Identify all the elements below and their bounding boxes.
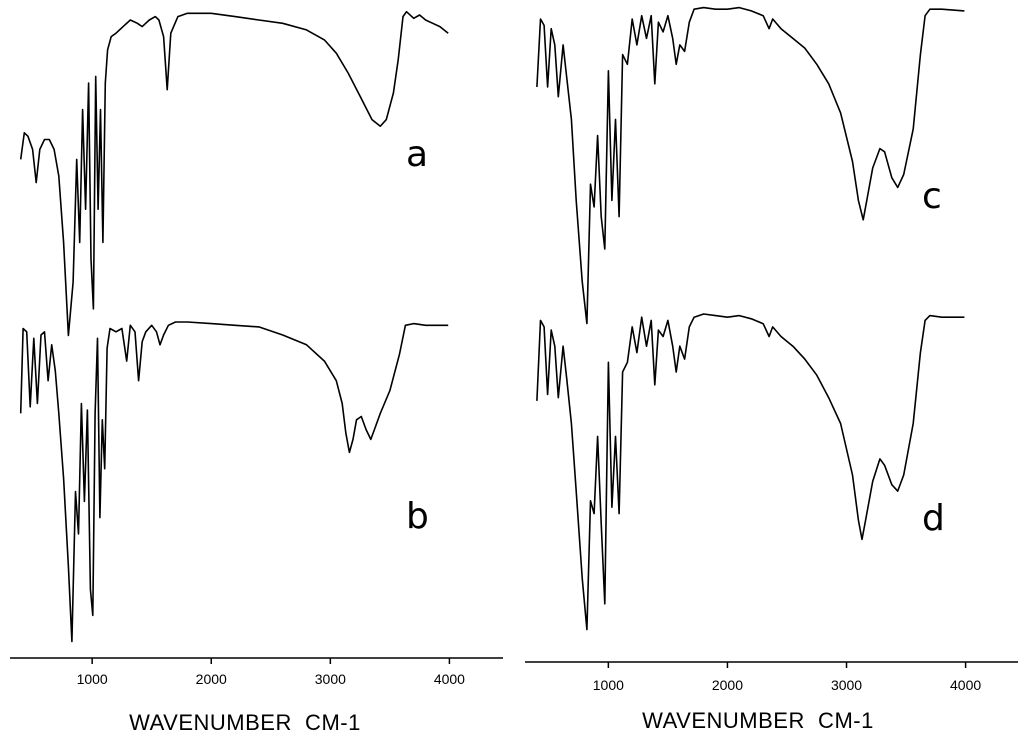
curve-label-d: d xyxy=(922,498,945,539)
spectrum-curve-d xyxy=(536,313,965,631)
spectrum-curve-a xyxy=(19,10,449,337)
left-panel: ab 1000 2000 3000 4000 WAVENUMBER CM-1 xyxy=(10,10,503,735)
spectrum-curve-c xyxy=(536,6,965,325)
x-tick-label: 2000 xyxy=(196,671,227,687)
right-x-axis-title: WAVENUMBER CM-1 xyxy=(642,708,874,733)
curve-label-b: b xyxy=(406,496,429,537)
x-tick-label: 2000 xyxy=(712,677,743,693)
x-tick-label: 3000 xyxy=(831,677,862,693)
x-tick-label: 1000 xyxy=(593,677,624,693)
x-tick-label: 4000 xyxy=(434,671,465,687)
curve-label-a: a xyxy=(406,134,428,175)
right-x-axis-ticks: 1000 2000 3000 4000 xyxy=(593,662,981,693)
x-tick-label: 4000 xyxy=(950,677,981,693)
spectrum-curve-b xyxy=(19,321,449,643)
right-panel: cd 1000 2000 3000 4000 WAVENUMBER CM-1 xyxy=(525,6,1018,733)
x-tick-label: 1000 xyxy=(77,671,108,687)
right-spectrum-group: cd xyxy=(536,6,965,631)
left-spectrum-group: ab xyxy=(19,10,449,643)
curve-label-c: c xyxy=(922,176,942,217)
left-x-axis-title: WAVENUMBER CM-1 xyxy=(129,710,361,735)
x-tick-label: 3000 xyxy=(315,671,346,687)
left-x-axis-ticks: 1000 2000 3000 4000 xyxy=(77,658,465,687)
